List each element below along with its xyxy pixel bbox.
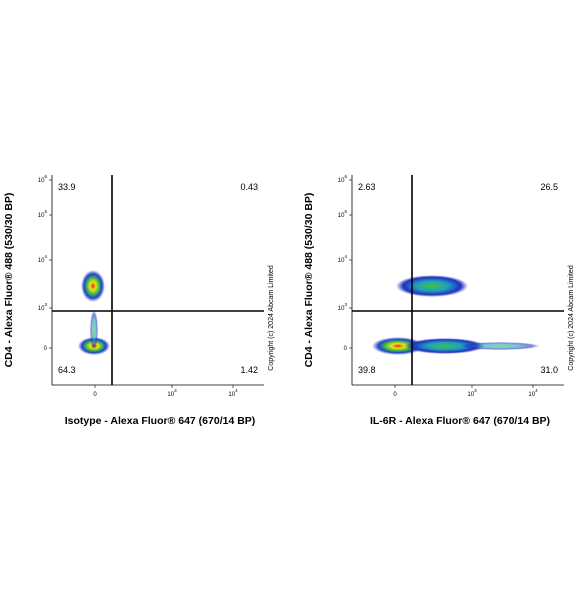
tick-base: 10 [38,258,45,264]
y-axis-label: CD4 - Alexa Fluor® 488 (530/30 BP) [303,193,315,368]
tick-exp: 5 [344,209,347,214]
quadrant-label: 39.8 [358,365,376,375]
tick-exp: 3 [44,302,47,307]
tick-label: 105 [38,209,48,218]
tick-base: 10 [38,213,45,219]
y-axis-label: CD4 - Alexa Fluor® 488 (530/30 BP) [3,193,15,368]
tick-label: 106 [338,174,348,183]
tick-base: 10 [167,392,174,398]
quadrant-label: 33.9 [58,182,76,192]
copyright: Copyright (c) 2024 Abcam Limited [568,265,575,371]
copyright: Copyright (c) 2024 Abcam Limited [268,265,275,371]
tick-label: 0 [393,392,397,398]
x-axis-label: Isotype - Alexa Fluor® 647 (670/14 BP) [65,415,256,427]
tick-base: 10 [528,392,535,398]
tick-label: 104 [38,254,48,263]
tick-base: 10 [228,392,235,398]
tick-base: 10 [338,258,345,264]
tick-label: 103 [338,302,348,311]
quadrant-label: 64.3 [58,365,76,375]
tick-base: 10 [467,392,474,398]
tick-label: 0 [44,346,48,352]
tick-exp: 6 [44,174,47,179]
tick-exp: 4 [535,388,538,393]
tick-exp: 6 [344,174,347,179]
tick-exp: 3 [474,388,477,393]
tick-label: 106 [38,174,48,183]
tick-label: 105 [338,209,348,218]
tick-exp: 4 [344,254,347,259]
tick-exp: 3 [344,302,347,307]
tick-base: 10 [338,213,345,219]
tick-base: 10 [38,178,45,184]
quadrant-label: 26.5 [540,182,558,192]
quadrant-label: 0.43 [240,182,258,192]
tick-label: 104 [338,254,348,263]
tick-label: 104 [228,388,238,397]
tick-label: 0 [344,346,348,352]
tick-label: 103 [467,388,477,397]
tick-label: 104 [528,388,538,397]
quadrant-label: 1.42 [240,365,258,375]
tick-label: 0 [93,392,97,398]
tick-exp: 4 [44,254,47,259]
quadrant-label: 31.0 [540,365,558,375]
tick-base: 10 [38,306,45,312]
quadrant-label: 2.63 [358,182,376,192]
tick-exp: 3 [174,388,177,393]
tick-base: 0 [93,392,97,398]
tick-label: 103 [38,302,48,311]
tick-exp: 5 [44,209,47,214]
x-axis-label: IL-6R - Alexa Fluor® 647 (670/14 BP) [370,415,550,427]
tick-base: 10 [338,306,345,312]
tick-base: 0 [393,392,397,398]
tick-exp: 4 [235,388,238,393]
tick-base: 0 [44,346,48,352]
tick-label: 103 [167,388,177,397]
density-clusters [78,270,540,355]
tick-base: 10 [338,178,345,184]
tick-base: 0 [344,346,348,352]
